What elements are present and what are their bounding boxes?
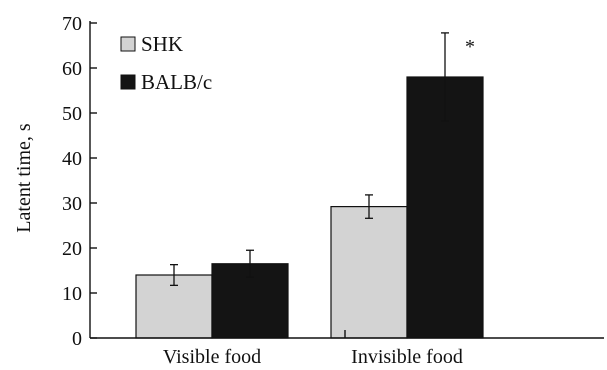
x-axis-labels: Visible food Invisible food [163, 346, 463, 368]
legend-label: SHK [141, 32, 183, 56]
legend-swatch [120, 74, 136, 90]
legend: SHK BALB/c [120, 32, 212, 94]
y-tick-label: 30 [62, 193, 82, 215]
axes [89, 21, 604, 339]
y-tick-label: 50 [62, 103, 82, 125]
significance-marker: * [465, 36, 475, 58]
bars-group [135, 76, 484, 339]
y-tick-label: 40 [62, 148, 82, 170]
legend-label: BALB/c [141, 70, 212, 94]
y-tick-label: 60 [62, 58, 82, 80]
x-category-label: Invisible food [351, 346, 463, 368]
x-category-label: Visible food [163, 346, 261, 368]
legend-swatch [120, 36, 136, 52]
y-tick-label: 10 [62, 283, 82, 305]
error-bars-group [170, 32, 449, 287]
bar-shk-1 [330, 206, 408, 339]
y-tick-label: 20 [62, 238, 82, 260]
annotations: * [465, 36, 475, 58]
y-axis-title: Latent time, s [13, 123, 35, 233]
y-axis-ticks: 0 10 20 30 40 50 60 70 [62, 13, 97, 350]
y-tick-label: 0 [72, 328, 82, 350]
y-tick-label: 70 [62, 13, 82, 35]
